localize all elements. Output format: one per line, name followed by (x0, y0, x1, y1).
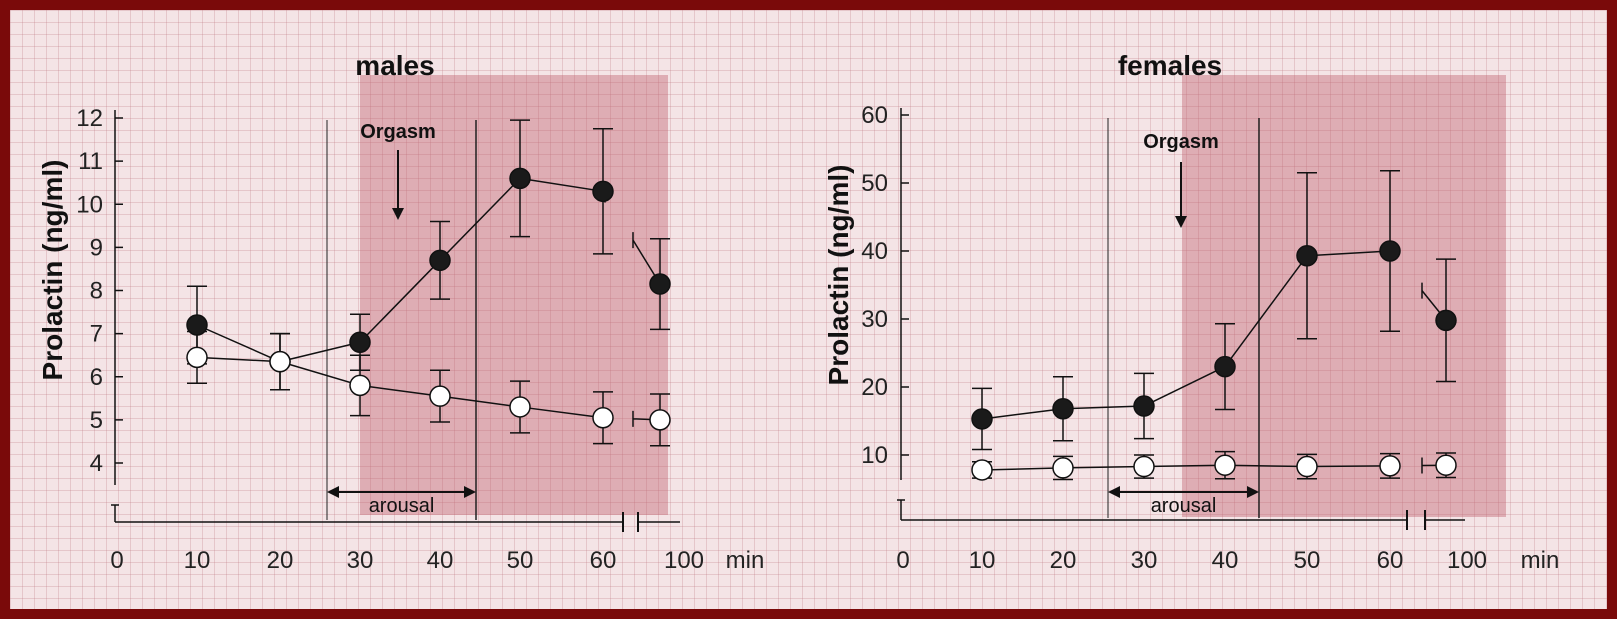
panel0-arousal-label: arousal (369, 495, 435, 517)
panel0-filled-series-line (359, 259, 441, 343)
panel1-x-tick-label: 50 (1294, 547, 1321, 574)
panel0-y-tick-label: 6 (90, 364, 103, 391)
panel0-arousal-arrowhead-right (464, 486, 476, 498)
prolactin-charts: males 4 5 6 7 8 9 10 11 12 Prolactin (ng/ml) 0 10 20 3… (37, 50, 1560, 574)
panel0-y-tick-label: 8 (90, 278, 103, 305)
panel0-open-data-point (649, 409, 671, 431)
panel0-filled-data-point (509, 167, 531, 190)
panel1-open-series-line (1224, 464, 1308, 468)
panel0-open-data-point (186, 346, 208, 369)
panel1-filled-series-line (1062, 405, 1145, 410)
panel1-open-series-line (981, 467, 1064, 471)
panel1-x-tick-label: 0 (896, 547, 909, 574)
panel0-open-data-point (269, 350, 291, 373)
panel0-y-tick-label: 4 (90, 450, 103, 477)
panel0-x-tick-label: 20 (267, 547, 294, 574)
panel1-x-tick-label: 40 (1212, 547, 1239, 574)
panel1-filled-series-line (1224, 255, 1308, 368)
panel1-open-data-point (1052, 457, 1074, 479)
panel0-open-series-line (439, 395, 521, 408)
panel0-open-series-line (196, 356, 281, 363)
panel0-filled-series-line (196, 324, 281, 363)
panel0-open-data-point (349, 374, 371, 397)
panel0-open-series-line (519, 406, 604, 419)
panel1-open-data-point (1435, 454, 1457, 476)
panel0-x-tick-label: 30 (347, 547, 374, 574)
panel1-x-tick-label: 20 (1050, 547, 1077, 574)
panel0-open-data-point (429, 385, 451, 407)
panel1-filled-data-point (1435, 309, 1457, 332)
panel1-open-data-point (1133, 455, 1155, 478)
panel1-filled-data-point (971, 408, 993, 430)
panel1-y-tick-label: 50 (861, 170, 888, 197)
panel1-orgasm-arrowhead (1175, 216, 1187, 228)
panel1-x-unit-label: min (1521, 547, 1560, 574)
panel1-open-data-point (971, 459, 993, 481)
panel0-y-tick-label: 5 (90, 407, 103, 434)
panel1-orgasm-label: Orgasm (1143, 131, 1219, 153)
panel1-chart-title: females (1118, 50, 1222, 81)
panel1-open-series-line (1306, 465, 1391, 468)
panel0-y-tick-label: 9 (90, 234, 103, 261)
panel1-filled-data-point (1052, 398, 1074, 420)
panel1-open-series-line (1062, 465, 1145, 469)
panel1-filled-data-point (1133, 395, 1155, 417)
panel0-open-series-line (279, 360, 361, 387)
panel1-filled-data-point (1214, 355, 1236, 378)
panel0-filled-data-point (649, 273, 671, 295)
panel1-filled-data-point (1296, 245, 1318, 267)
panel0-filled-series-line (279, 341, 361, 363)
panel0-filled-data-point (592, 180, 614, 203)
panel0-open-data-point (592, 406, 614, 429)
panel0-y-tick-label: 7 (90, 321, 103, 348)
panel1-arousal-label: arousal (1151, 495, 1217, 517)
panel1-x-tick-label: 100 (1447, 547, 1487, 574)
panel1-y-tick-label: 30 (861, 306, 888, 333)
panel1-filled-data-point (1379, 240, 1401, 262)
panel0-x-tick-label: 0 (110, 547, 123, 574)
panel0-orgasm-label: Orgasm (360, 121, 436, 143)
panel0-x-tick-label: 60 (590, 547, 617, 574)
panel0-x-tick-label: 50 (507, 547, 534, 574)
panel0-filled-data-point (186, 314, 208, 336)
panel1-open-data-point (1296, 455, 1318, 478)
panel0-filled-series-line (519, 177, 604, 193)
figure-canvas: males 4 5 6 7 8 9 10 11 12 Prolactin (ng/ml) 0 10 20 3… (10, 10, 1607, 609)
panel1-y-tick-label: 60 (861, 102, 888, 129)
panel1-filled-series-line (1143, 365, 1226, 407)
panel1-y-tick-label: 20 (861, 374, 888, 401)
panel0-shaded-region (360, 75, 668, 515)
panel0-filled-data-point (349, 331, 371, 353)
panel1-open-data-point (1379, 455, 1401, 477)
panel1-arousal-arrowhead-right (1247, 486, 1259, 498)
panel1-filled-series-line (981, 408, 1064, 420)
panel1-filled-series-line (1306, 250, 1391, 257)
panel1-shaded-region (1182, 75, 1506, 517)
panel0-x-tick-label: 100 (664, 547, 704, 574)
panel0-y-tick-label: 10 (76, 191, 103, 218)
panel0-x-unit-label: min (726, 547, 765, 574)
panel0-chart-title: males (355, 50, 434, 81)
panel0-y-axis-label: Prolactin (ng/ml) (37, 160, 68, 381)
panel0-x-tick-label: 40 (427, 547, 454, 574)
panel1-x-tick-label: 10 (969, 547, 996, 574)
panel1-y-tick-label: 10 (861, 442, 888, 469)
panel1-open-data-point (1214, 454, 1236, 476)
panel1-arousal-arrowhead-left (1108, 486, 1120, 498)
panel1-y-tick-label: 40 (861, 238, 888, 265)
panel1-y-axis-label: Prolactin (ng/ml) (823, 165, 854, 386)
panel1-x-tick-label: 30 (1131, 547, 1158, 574)
panel1-x-tick-label: 60 (1377, 547, 1404, 574)
panel0-orgasm-arrowhead (392, 208, 404, 220)
panel0-arousal-arrowhead-left (327, 486, 339, 498)
panel0-y-tick-label: 12 (76, 105, 103, 132)
panel0-open-series-line (359, 384, 441, 397)
panel0-filled-series-line (439, 177, 521, 261)
panel0-open-data-point (509, 396, 531, 418)
panel0-x-tick-label: 10 (184, 547, 211, 574)
panel0-filled-data-point (429, 249, 451, 272)
panel0-y-tick-label: 11 (78, 148, 103, 175)
panel1-open-series-line (1143, 464, 1226, 468)
